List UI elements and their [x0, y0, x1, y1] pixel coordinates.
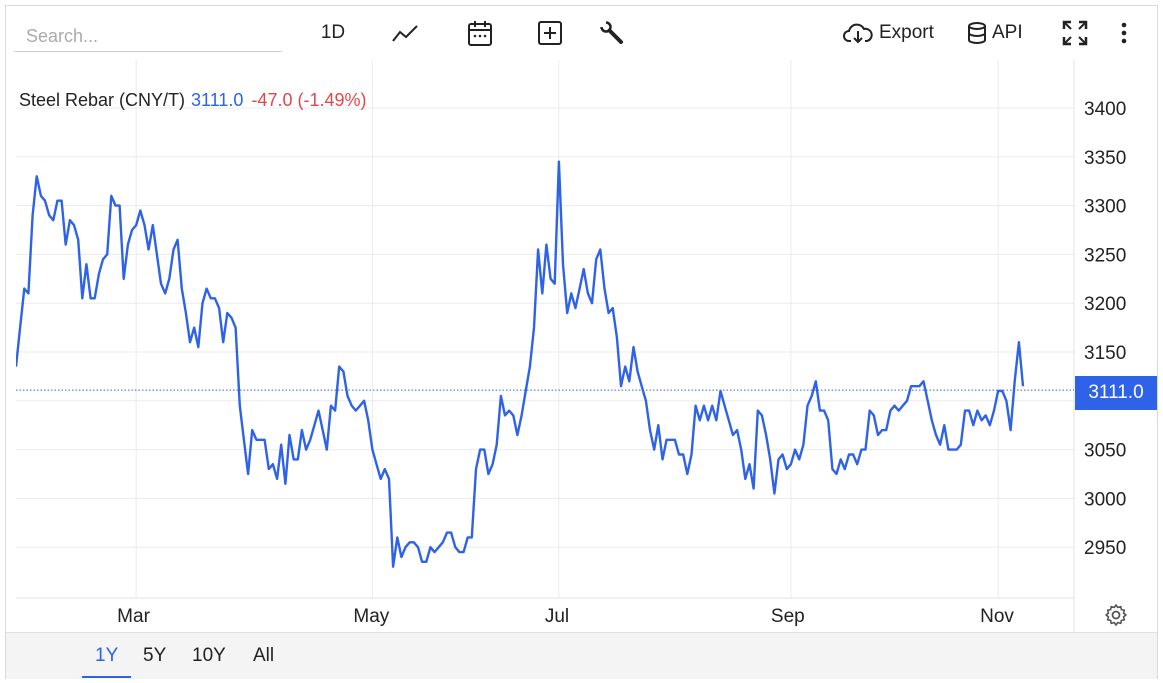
x-tick-label: Sep — [771, 606, 805, 627]
y-tick-label: 3200 — [1084, 294, 1126, 315]
chart-type-button[interactable] — [388, 17, 422, 49]
price-series-line — [16, 160, 1025, 568]
range-tab-10y[interactable]: 10Y — [192, 645, 226, 666]
y-tick-label: 3350 — [1084, 148, 1126, 169]
y-tick-label: 3000 — [1084, 489, 1126, 510]
line-chart-icon — [392, 25, 418, 42]
toolbar: 1D Export API — [0, 0, 1163, 60]
range-tab-5y[interactable]: 5Y — [143, 645, 167, 666]
legend-change: -47.0 (-1.49%) — [251, 90, 367, 110]
chart-legend: Steel Rebar (CNY/T) 3111.0 -47.0 (-1.49%) — [19, 90, 367, 111]
range-selector-bar: 1Y 5Y 10Y All — [6, 632, 1157, 679]
fullscreen-icon — [1062, 20, 1088, 46]
more-vertical-icon — [1121, 22, 1127, 44]
y-tick-label: 3150 — [1084, 343, 1126, 364]
cloud-download-icon — [843, 23, 873, 44]
x-tick-label: Mar — [117, 606, 150, 627]
active-range-indicator — [82, 676, 131, 678]
database-icon — [968, 22, 986, 44]
add-indicator-button[interactable] — [534, 17, 566, 49]
last-price-tag: 3111.0 — [1075, 376, 1157, 410]
fullscreen-button[interactable] — [1060, 17, 1090, 49]
date-range-button[interactable] — [464, 17, 496, 49]
x-tick-label: May — [353, 606, 389, 627]
calendar-icon — [468, 21, 492, 46]
export-button[interactable]: Export — [843, 17, 941, 49]
more-options-button[interactable] — [1112, 17, 1136, 49]
y-tick-label: 3400 — [1084, 99, 1126, 120]
chart-settings-button[interactable] — [1104, 603, 1128, 627]
y-tick-label: 3050 — [1084, 441, 1126, 462]
interval-label: 1D — [320, 22, 346, 43]
legend-symbol-name: Steel Rebar (CNY/T) — [19, 90, 186, 110]
tools-button[interactable] — [597, 17, 627, 49]
interval-button[interactable]: 1D — [314, 17, 352, 49]
price-chart: 2950 3000 3050 3150 3200 3250 3300 3350 3400 Mar M… — [16, 60, 1126, 632]
plus-square-icon — [538, 21, 562, 45]
y-tick-label: 3250 — [1084, 245, 1126, 266]
gear-icon — [1105, 604, 1127, 626]
range-tab-all[interactable]: All — [253, 645, 275, 666]
api-button[interactable]: API — [967, 17, 1029, 49]
legend-price: 3111.0 — [191, 90, 244, 110]
x-tick-label: Jul — [545, 606, 569, 627]
range-tab-1y[interactable]: 1Y — [95, 645, 119, 666]
export-label: Export — [879, 22, 934, 43]
y-tick-label: 3300 — [1084, 197, 1126, 218]
search-input[interactable] — [14, 22, 282, 52]
api-label: API — [992, 22, 1023, 43]
y-tick-label: 2950 — [1084, 538, 1126, 559]
wrench-icon — [600, 21, 623, 44]
x-tick-label: Nov — [980, 606, 1014, 627]
